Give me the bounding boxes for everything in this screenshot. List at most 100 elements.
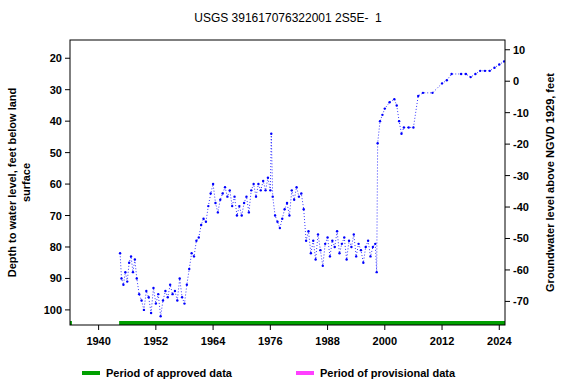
point — [217, 211, 219, 213]
point — [300, 192, 302, 194]
point — [159, 315, 161, 317]
point — [375, 271, 377, 273]
y-tick-label: 70 — [50, 210, 62, 222]
point — [329, 255, 331, 257]
point — [126, 280, 128, 282]
period-bar — [119, 321, 505, 325]
y-tick — [65, 89, 70, 90]
point — [198, 236, 200, 238]
y2-tick-label: -20 — [513, 138, 529, 150]
y-axis-label: surface — [20, 163, 32, 202]
point — [174, 290, 176, 292]
point — [130, 255, 132, 257]
point — [179, 277, 181, 279]
y-tick-label: 50 — [50, 147, 62, 159]
y2-tick — [505, 81, 510, 82]
point — [367, 239, 369, 241]
point — [221, 192, 223, 194]
y2-tick-label: 10 — [513, 44, 525, 56]
point — [398, 120, 400, 122]
plot-area — [70, 60, 505, 325]
x-tick — [98, 325, 99, 330]
point — [272, 195, 274, 197]
point — [469, 76, 471, 78]
point — [460, 73, 462, 75]
x-tick-label: 1940 — [86, 335, 110, 347]
x-tick — [384, 325, 385, 330]
y-tick-label: 90 — [50, 272, 62, 284]
point — [248, 211, 250, 213]
point — [231, 205, 233, 207]
x-tick-label: 1988 — [315, 335, 339, 347]
point — [250, 189, 252, 191]
point — [214, 202, 216, 204]
point — [176, 299, 178, 301]
point — [233, 195, 235, 197]
x-tick — [155, 325, 156, 330]
point — [341, 243, 343, 245]
point — [345, 258, 347, 260]
point — [200, 224, 202, 226]
y2-tick — [505, 207, 510, 208]
point — [257, 183, 259, 185]
point — [155, 302, 157, 304]
point — [493, 66, 495, 68]
point — [474, 73, 476, 75]
point — [412, 126, 414, 128]
point — [241, 214, 243, 216]
y2-tick — [505, 175, 510, 176]
point — [343, 236, 345, 238]
point — [245, 195, 247, 197]
point — [152, 287, 154, 289]
point — [138, 293, 140, 295]
point — [286, 202, 288, 204]
point — [276, 221, 278, 223]
point — [374, 243, 376, 245]
legend-label: Period of provisional data — [320, 367, 456, 379]
point — [269, 189, 271, 191]
point — [479, 70, 481, 72]
x-tick-label: 2012 — [430, 335, 454, 347]
point — [281, 217, 283, 219]
point — [293, 199, 295, 201]
point — [260, 189, 262, 191]
point — [365, 246, 367, 248]
y-axis-label: Depth to water level, feet below land — [6, 88, 18, 277]
point — [140, 299, 142, 301]
point — [264, 189, 266, 191]
point — [132, 271, 134, 273]
y2-tick-label: -30 — [513, 170, 529, 182]
point — [450, 73, 452, 75]
point — [288, 214, 290, 216]
point — [362, 262, 364, 264]
point — [353, 233, 355, 235]
series-line — [120, 61, 504, 316]
y-tick-label: 20 — [50, 52, 62, 64]
plot-frame — [70, 40, 505, 325]
point — [484, 70, 486, 72]
point — [312, 239, 314, 241]
y2-tick-label: 0 — [513, 75, 519, 87]
x-tick-label: 2000 — [373, 335, 397, 347]
point — [186, 284, 188, 286]
point — [314, 258, 316, 260]
legend-label: Period of approved data — [106, 367, 233, 379]
y2-tick — [505, 144, 510, 145]
point — [417, 95, 419, 97]
point — [369, 255, 371, 257]
point — [388, 101, 390, 103]
x-tick — [442, 325, 443, 330]
y2-tick — [505, 269, 510, 270]
point — [298, 195, 300, 197]
point — [498, 63, 500, 65]
point — [324, 243, 326, 245]
point — [236, 214, 238, 216]
point — [119, 252, 121, 254]
point — [355, 255, 357, 257]
point — [188, 268, 190, 270]
x-tick-label: 1964 — [201, 335, 226, 347]
point — [162, 299, 164, 301]
point — [157, 293, 159, 295]
point — [403, 126, 405, 128]
y-tick-label: 60 — [50, 178, 62, 190]
